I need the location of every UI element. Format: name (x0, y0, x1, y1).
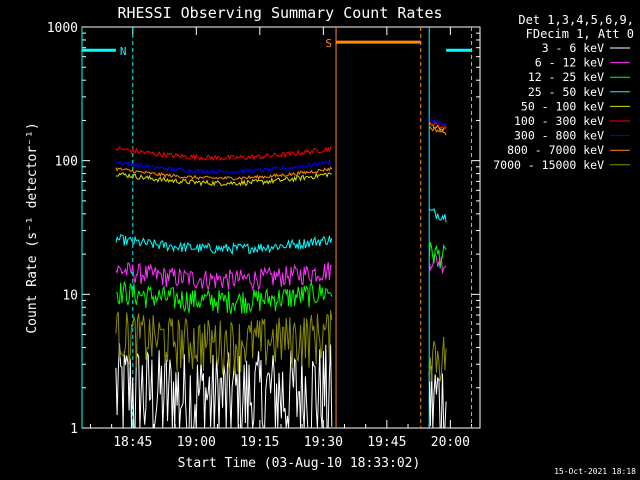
legend-header-line: FDecim 1, Att 0 (526, 27, 634, 41)
plot-area: 18:45 19:00 19:15 19:30 19:45 20:00 1 10 100 1000… (47, 21, 481, 450)
x-axis-label: Start Time (03-Aug-10 18:33:02) (178, 456, 421, 471)
series-segment (115, 234, 333, 256)
series-segment (429, 117, 447, 128)
series-segment (115, 280, 333, 315)
y-tick-label: 10 (62, 288, 78, 303)
series-line (115, 252, 447, 292)
series-line (115, 120, 447, 162)
x-tick-label: 20:00 (431, 435, 470, 450)
y-tick-label: 100 (55, 155, 78, 170)
legend-label: 800 - 7000 keV (507, 143, 604, 157)
x-tick-label: 19:45 (367, 435, 406, 450)
timestamp: 15-Oct-2021 18:18 (554, 467, 636, 476)
legend-label: 6 - 12 keV (535, 56, 604, 70)
y-tick-label: 1 (70, 422, 78, 437)
series-segment (428, 120, 447, 131)
annotation-label: S (325, 37, 332, 50)
legend-label: 300 - 800 keV (514, 129, 604, 143)
series-segment (428, 208, 447, 223)
series-segment (115, 171, 332, 187)
x-tick-label: 19:00 (177, 435, 216, 450)
y-tick-label: 1000 (47, 21, 78, 36)
series-line (115, 208, 447, 256)
series-line (115, 126, 447, 181)
legend-label: 100 - 300 keV (514, 114, 604, 128)
legend-label: 12 - 25 keV (528, 70, 604, 84)
series-segment (115, 310, 333, 376)
legend-header-line: Det 1,3,4,5,6,9, (518, 13, 634, 27)
x-tick-label: 18:45 (113, 435, 152, 450)
series-line (115, 117, 447, 175)
series-segment (428, 242, 447, 269)
series-segment (428, 252, 447, 274)
legend-header: Det 1,3,4,5,6,9, FDecim 1, Att 0 (518, 13, 634, 41)
series-segment (115, 166, 333, 181)
legend-label: 25 - 50 keV (528, 85, 604, 99)
series-segment (428, 366, 447, 429)
series-segment (115, 261, 332, 292)
legend-label: 3 - 6 keV (542, 41, 604, 55)
series-line (115, 242, 447, 315)
series-segment (115, 145, 333, 162)
series-segment (428, 336, 447, 383)
y-axis-label: Count Rate (s⁻¹ detector⁻¹) (25, 122, 40, 333)
series-segment (115, 159, 332, 175)
chart-title: RHESSI Observing Summary Count Rates (117, 4, 442, 22)
x-tick-label: 19:30 (304, 435, 343, 450)
legend-label: 50 - 100 keV (521, 99, 604, 113)
legend-label: 7000 - 15000 keV (493, 158, 604, 172)
x-tick-label: 19:15 (240, 435, 279, 450)
annotation-label: N (120, 45, 127, 58)
series-line (115, 310, 447, 383)
series-segment (428, 126, 447, 136)
